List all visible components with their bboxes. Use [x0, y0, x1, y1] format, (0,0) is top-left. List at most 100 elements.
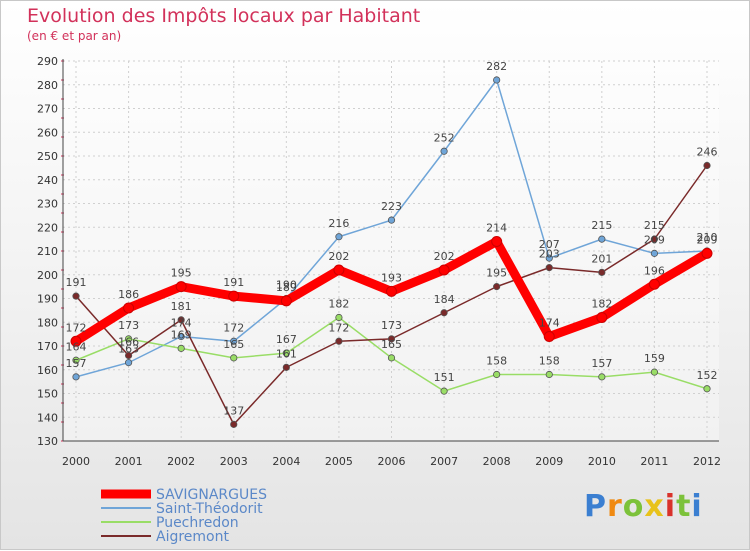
data-label-layer: 172 186 195 191 189 202 193 202 214 174 182 196 209 1… — [66, 60, 718, 417]
data-label: 246 — [697, 146, 718, 159]
data-label: 182 — [591, 298, 612, 311]
data-point — [335, 313, 343, 322]
data-label: 165 — [381, 338, 402, 351]
data-label: 166 — [118, 336, 139, 349]
series-layer — [70, 76, 713, 428]
data-label: 158 — [486, 355, 507, 368]
data-label: 137 — [223, 404, 244, 417]
data-point — [491, 236, 503, 247]
data-point — [650, 235, 659, 243]
data-point — [335, 233, 343, 241]
data-point — [387, 354, 396, 362]
data-point — [387, 335, 396, 343]
data-label: 191 — [66, 276, 87, 289]
logo-letter: i — [664, 489, 677, 524]
data-label: 182 — [328, 298, 349, 311]
axis-layer: 130 140 150 160 170 180 190 200 210 220 230 240 250 2… — [37, 55, 721, 468]
data-point — [701, 247, 713, 259]
data-label: 172 — [223, 321, 244, 334]
data-label: 209 — [697, 233, 718, 246]
logo-letter: r — [607, 489, 623, 524]
data-label: 191 — [223, 276, 244, 289]
data-label: 152 — [697, 369, 718, 382]
data-point — [596, 312, 608, 323]
data-point — [70, 335, 82, 347]
data-point — [177, 332, 185, 341]
data-label: 174 — [171, 317, 192, 330]
logo-letter: P — [584, 489, 607, 524]
data-point — [598, 235, 606, 243]
data-point — [650, 249, 659, 257]
y-tick-label: 290 — [37, 55, 58, 68]
logo-letter: x — [644, 489, 665, 524]
data-point — [440, 309, 448, 317]
data-point — [72, 292, 80, 300]
data-label: 174 — [539, 317, 560, 330]
data-point — [335, 337, 343, 345]
grid-layer — [63, 60, 719, 442]
data-point — [282, 349, 290, 357]
data-point — [703, 161, 711, 170]
logo-letter: i — [691, 489, 703, 524]
data-point — [177, 316, 185, 324]
x-tick-label: 2011 — [640, 455, 668, 468]
data-label: 201 — [591, 252, 612, 265]
y-tick-label: 170 — [37, 340, 58, 353]
data-point — [440, 387, 448, 395]
x-tick-label: 2003 — [220, 455, 248, 468]
data-point — [598, 268, 606, 276]
data-label: 173 — [381, 319, 402, 332]
x-tick-label: 2005 — [325, 455, 353, 468]
data-label: 184 — [434, 293, 455, 306]
data-point — [650, 368, 659, 376]
data-label: 165 — [223, 338, 244, 351]
data-point — [545, 370, 553, 379]
data-point — [493, 76, 501, 84]
y-tick-label: 280 — [37, 79, 58, 92]
data-label: 216 — [328, 217, 349, 230]
data-point — [124, 351, 133, 360]
y-tick-label: 140 — [37, 411, 58, 424]
data-label: 167 — [276, 333, 297, 346]
logo-letter: o — [622, 489, 645, 524]
chart-subtitle: (en € et par an) — [27, 29, 122, 43]
data-label: 169 — [171, 328, 192, 341]
y-tick-label: 260 — [37, 126, 58, 139]
legend-entry: Puechredon — [156, 515, 239, 531]
y-tick-label: 160 — [37, 364, 58, 377]
data-point — [545, 264, 553, 272]
data-label: 158 — [539, 355, 560, 368]
data-point — [175, 281, 187, 293]
data-label: 196 — [644, 264, 665, 277]
x-tick-label: 2004 — [272, 455, 300, 468]
x-tick-label: 2010 — [588, 455, 616, 468]
data-label: 207 — [539, 238, 560, 251]
x-tick-label: 2000 — [62, 455, 90, 468]
data-point — [280, 295, 292, 307]
legend-entry: Aigremont — [156, 529, 229, 545]
data-point — [703, 385, 711, 393]
data-point — [493, 370, 501, 379]
data-label: 186 — [118, 288, 139, 301]
y-tick-label: 230 — [37, 198, 58, 211]
x-tick-label: 2009 — [535, 455, 563, 468]
data-label: 163 — [118, 343, 139, 356]
data-label: 202 — [434, 250, 455, 263]
data-point — [230, 337, 238, 345]
data-label: 203 — [539, 248, 560, 261]
x-tick-label: 2008 — [483, 455, 511, 468]
data-point — [124, 359, 133, 367]
data-label: 161 — [276, 347, 297, 360]
data-point — [282, 363, 290, 371]
legend-entry: Saint-Théodorit — [156, 501, 263, 517]
data-label: 195 — [171, 267, 192, 280]
y-tick-label: 180 — [37, 316, 58, 329]
y-tick-label: 220 — [37, 221, 58, 234]
data-label: 210 — [697, 231, 718, 244]
y-tick-label: 150 — [37, 388, 58, 401]
data-label: 172 — [66, 321, 87, 334]
data-label: 190 — [276, 279, 297, 292]
y-tick-label: 240 — [37, 174, 58, 187]
